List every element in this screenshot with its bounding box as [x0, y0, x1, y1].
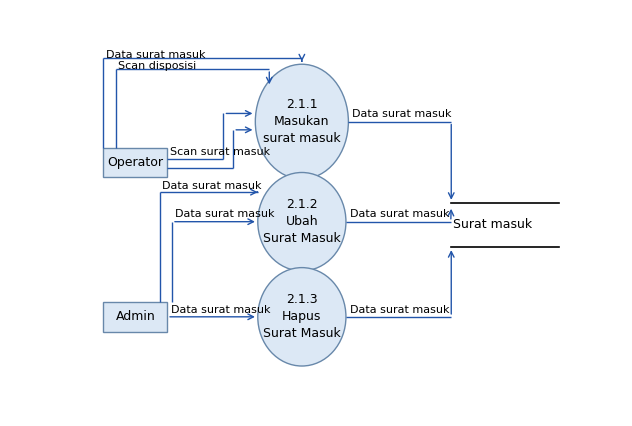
- Ellipse shape: [255, 64, 348, 179]
- FancyBboxPatch shape: [104, 148, 167, 177]
- Text: Scan disposisi: Scan disposisi: [118, 61, 197, 71]
- Text: Scan surat masuk: Scan surat masuk: [169, 147, 270, 157]
- Ellipse shape: [258, 268, 346, 366]
- Text: Data surat masuk: Data surat masuk: [162, 181, 262, 190]
- Text: Operator: Operator: [107, 156, 163, 169]
- Text: Data surat masuk: Data surat masuk: [350, 305, 449, 314]
- Ellipse shape: [258, 173, 346, 271]
- Text: 2.1.1
Masukan
surat masuk: 2.1.1 Masukan surat masuk: [263, 98, 341, 145]
- Text: Data surat masuk: Data surat masuk: [171, 305, 270, 314]
- FancyBboxPatch shape: [104, 302, 167, 331]
- Text: Data surat masuk: Data surat masuk: [350, 210, 449, 219]
- Text: Data surat masuk: Data surat masuk: [106, 50, 205, 60]
- Text: Data surat masuk: Data surat masuk: [352, 109, 452, 119]
- Text: 2.1.2
Ubah
Surat Masuk: 2.1.2 Ubah Surat Masuk: [263, 198, 341, 245]
- Text: Surat masuk: Surat masuk: [453, 219, 532, 231]
- Text: Admin: Admin: [116, 310, 155, 323]
- Text: Data surat masuk: Data surat masuk: [174, 210, 274, 219]
- Text: 2.1.3
Hapus
Surat Masuk: 2.1.3 Hapus Surat Masuk: [263, 294, 341, 340]
